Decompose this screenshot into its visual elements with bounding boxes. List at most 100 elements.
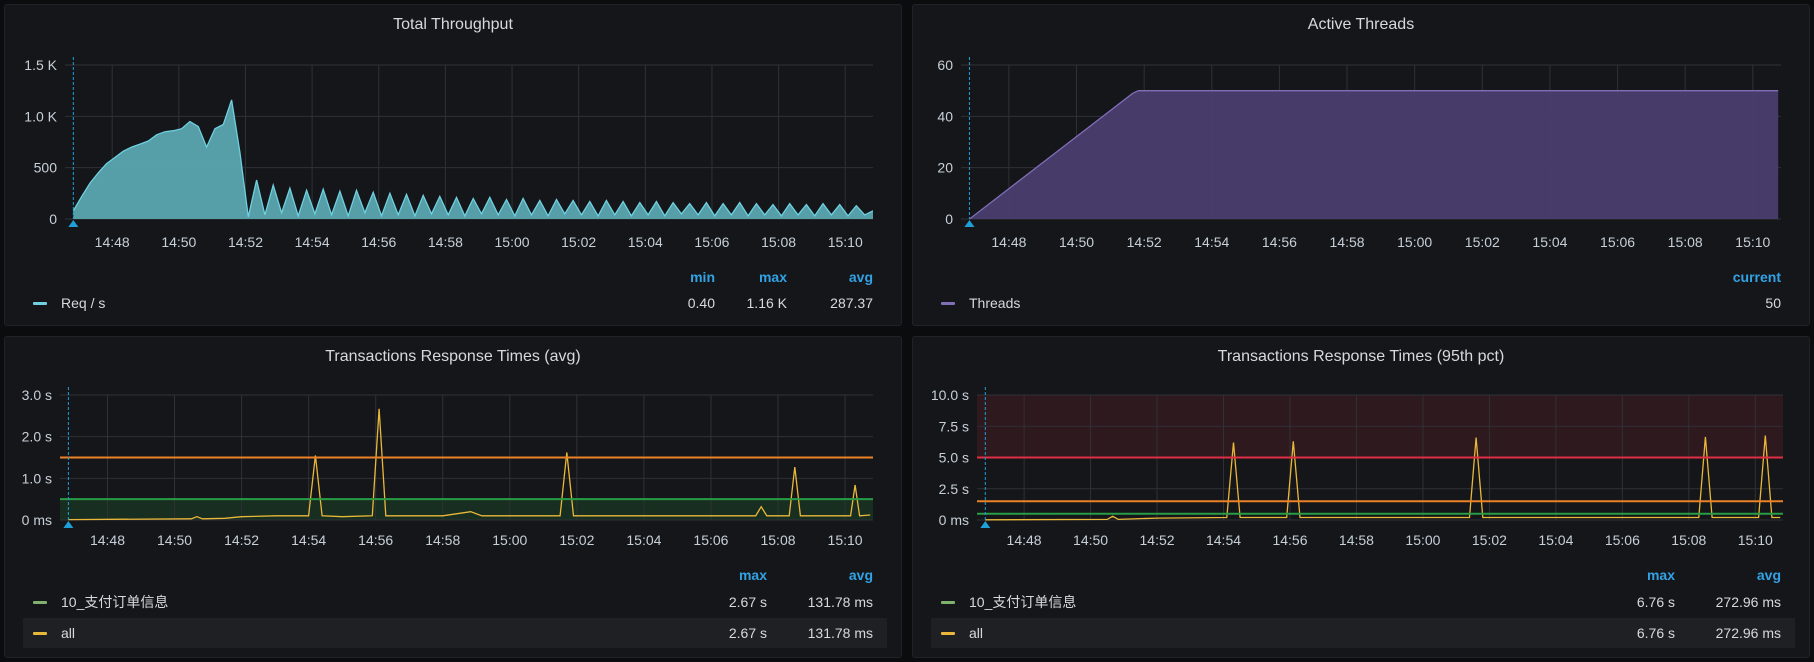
- legend-header-avg[interactable]: avg: [848, 269, 873, 285]
- x-tick-label: 15:06: [693, 532, 728, 548]
- threshold-fill-ok: [60, 499, 873, 520]
- panel-title[interactable]: Total Throughput: [393, 16, 513, 33]
- x-tick-label: 14:54: [295, 234, 330, 250]
- x-tick-label: 14:54: [1194, 234, 1229, 250]
- panel-title[interactable]: Transactions Response Times (avg): [325, 348, 581, 365]
- y-tick-label: 60: [937, 57, 953, 73]
- legend-header-avg[interactable]: avg: [1756, 567, 1781, 583]
- legend-row-all[interactable]: all 6.76 s 272.96 ms: [931, 618, 1795, 648]
- y-tick-label: 7.5 s: [939, 418, 969, 434]
- threads-chart[interactable]: 0 20 40 60 14:48 14:50 14:52 14:54 14:56 14:58 15:…: [913, 5, 1810, 265]
- response-times-avg-chart[interactable]: 0 ms 1.0 s 2.0 s 3.0 s 14:48 14:50 14:52 14:54 1…: [5, 337, 902, 562]
- series-line-all: [985, 435, 1781, 521]
- legend-header-min[interactable]: min: [690, 269, 715, 285]
- x-tick-label: 15:08: [761, 234, 796, 250]
- legend-header-max[interactable]: max: [738, 567, 767, 583]
- x-tick-label: 14:58: [1339, 532, 1374, 548]
- annotation-marker-icon: [964, 220, 975, 227]
- series-color-swatch[interactable]: [941, 600, 955, 604]
- y-tick-label: 1.0 K: [24, 108, 57, 124]
- x-tick-label: 14:56: [1262, 234, 1297, 250]
- x-tick-label: 15:02: [561, 234, 596, 250]
- y-tick-label: 2.0 s: [22, 429, 52, 445]
- legend-row-transaction[interactable]: 10_支付订单信息 6.76 s 272.96 ms: [931, 587, 1795, 617]
- legend-header-current[interactable]: current: [1732, 269, 1781, 285]
- x-tick-label: 14:50: [161, 234, 196, 250]
- x-tick-label: 15:04: [1538, 532, 1573, 548]
- legend-value-max: 6.76 s: [1636, 594, 1675, 610]
- series-color-swatch[interactable]: [941, 301, 955, 305]
- legend-value-max: 2.67 s: [728, 625, 767, 641]
- legend-header: max avg: [687, 567, 901, 583]
- x-tick-label: 14:56: [361, 234, 396, 250]
- legend-value-avg: 131.78 ms: [807, 594, 873, 610]
- x-tick-label: 15:02: [559, 532, 594, 548]
- x-tick-label: 15:02: [1465, 234, 1500, 250]
- x-tick-label: 15:00: [1397, 234, 1432, 250]
- y-tick-label: 2.5 s: [939, 481, 969, 497]
- y-tick-label: 5.0 s: [939, 450, 969, 466]
- x-tick-label: 14:52: [224, 532, 259, 548]
- legend-header-avg[interactable]: avg: [848, 567, 873, 583]
- x-tick-label: 14:52: [1127, 234, 1162, 250]
- panel-title[interactable]: Transactions Response Times (95th pct): [1217, 348, 1505, 365]
- legend-value-min: 0.40: [687, 295, 715, 311]
- y-tick-label: 500: [34, 160, 58, 176]
- legend-value-avg: 131.78 ms: [807, 625, 873, 641]
- y-tick-label: 10.0 s: [931, 387, 969, 403]
- x-tick-label: 15:08: [1668, 234, 1703, 250]
- annotation-marker-icon: [68, 220, 79, 227]
- series-group: [985, 435, 1781, 521]
- series-color-swatch[interactable]: [33, 301, 47, 305]
- series-color-swatch[interactable]: [941, 631, 955, 635]
- y-tick-label: 0 ms: [22, 512, 52, 528]
- legend-series-name[interactable]: all: [61, 625, 76, 641]
- y-tick-label: 1.0 s: [22, 470, 52, 486]
- series-group: [72, 99, 873, 219]
- panel-title[interactable]: Active Threads: [1307, 16, 1415, 33]
- legend-header-max[interactable]: max: [758, 269, 787, 285]
- series-color-swatch[interactable]: [33, 600, 47, 604]
- x-tick-label: 14:56: [358, 532, 393, 548]
- x-tick-label: 15:04: [626, 532, 661, 548]
- y-tick-label: 40: [937, 108, 953, 124]
- legend-series-name[interactable]: all: [969, 625, 984, 641]
- series-group: [969, 90, 1779, 220]
- panel-response-times-95th: Transactions Response Times (95th pct) 0…: [912, 336, 1810, 658]
- legend-header-max[interactable]: max: [1646, 567, 1675, 583]
- legend-row-req-s[interactable]: Req / s 0.40 1.16 K 287.37: [23, 288, 873, 318]
- series-area-threads: [969, 90, 1779, 219]
- x-tick-label: 15:06: [694, 234, 729, 250]
- series-line-threads: [969, 90, 1779, 220]
- x-tick-label: 14:48: [991, 234, 1026, 250]
- x-tick-label: 15:06: [1600, 234, 1635, 250]
- legend-value-max: 1.16 K: [746, 295, 787, 311]
- annotation-marker-icon: [63, 521, 74, 528]
- series-line-req-s: [72, 99, 873, 219]
- legend-series-name[interactable]: 10_支付订单信息: [969, 594, 1077, 610]
- x-tick-label: 14:58: [1330, 234, 1365, 250]
- x-tick-label: 15:00: [492, 532, 527, 548]
- legend-value-avg: 287.37: [830, 295, 873, 311]
- series-color-swatch[interactable]: [33, 631, 47, 635]
- legend-row-transaction[interactable]: 10_支付订单信息 2.67 s 131.78 ms: [23, 587, 887, 617]
- legend-row-all[interactable]: all 2.67 s 131.78 ms: [23, 618, 887, 648]
- x-tick-label: 15:00: [1405, 532, 1440, 548]
- legend-row-threads[interactable]: Threads 50: [931, 288, 1781, 318]
- annotation-marker-icon: [980, 521, 991, 528]
- legend-series-name[interactable]: Threads: [969, 295, 1021, 311]
- legend-value-avg: 272.96 ms: [1715, 594, 1781, 610]
- x-tick-label: 14:56: [1272, 532, 1307, 548]
- x-tick-label: 14:54: [1206, 532, 1241, 548]
- x-tick-label: 15:02: [1472, 532, 1507, 548]
- x-tick-label: 14:48: [95, 234, 130, 250]
- legend-series-name[interactable]: Req / s: [61, 295, 106, 311]
- response-times-95th-chart[interactable]: 0 ms 2.5 s 5.0 s 7.5 s 10.0 s 14:48 14:50 14:52…: [913, 337, 1810, 562]
- throughput-chart[interactable]: 0 500 1.0 K 1.5 K 14:48 14:50 14:52 14:54 14:56 1…: [5, 5, 902, 265]
- y-tick-label: 0: [945, 211, 953, 227]
- x-tick-label: 14:52: [228, 234, 263, 250]
- x-tick-label: 15:10: [828, 234, 863, 250]
- x-tick-label: 15:08: [1671, 532, 1706, 548]
- legend-series-name[interactable]: 10_支付订单信息: [61, 594, 169, 610]
- x-tick-label: 15:04: [1532, 234, 1567, 250]
